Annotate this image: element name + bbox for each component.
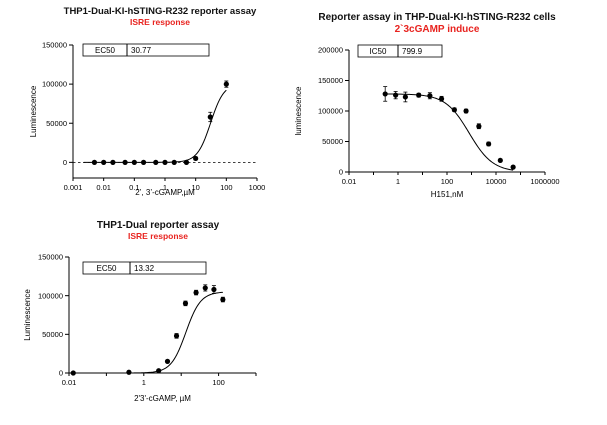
- data-point: [164, 358, 171, 364]
- data-point: [122, 159, 128, 165]
- data-point: [416, 92, 422, 98]
- potency-label: EC50: [95, 46, 116, 55]
- potency-value: 13.32: [134, 264, 155, 273]
- chart-title: THP1-Dual reporter assay: [97, 220, 220, 231]
- data-point: [162, 159, 168, 165]
- potency-box: [82, 261, 207, 275]
- x-tick-label: 0.01: [342, 177, 357, 186]
- data-point: [171, 159, 177, 165]
- y-tick-label: 50000: [46, 119, 67, 128]
- data-point: [382, 91, 388, 97]
- x-tick-label: 10000: [486, 177, 507, 186]
- x-tick-label: 100: [441, 177, 454, 186]
- chart-subtitle: ISRE response: [130, 17, 190, 27]
- x-tick-label: 100: [212, 378, 225, 387]
- x-axis-label: 2'3'-cGAMP, µM: [134, 394, 191, 403]
- y-tick-label: 150000: [42, 41, 67, 50]
- data-point: [140, 159, 147, 165]
- chart-title: THP1-Dual-KI-hSTING-R232 reporter assay: [64, 6, 257, 17]
- x-tick-label: 1: [396, 177, 400, 186]
- data-point: [173, 333, 180, 339]
- x-axis-label: H151,nM: [431, 190, 464, 199]
- data-point: [223, 81, 229, 87]
- data-point: [207, 114, 213, 120]
- x-tick-label: 10: [191, 183, 199, 192]
- data-point: [91, 159, 98, 165]
- data-point: [402, 94, 408, 100]
- data-point: [451, 107, 457, 113]
- data-point: [101, 159, 107, 165]
- y-tick-label: 150000: [38, 253, 63, 262]
- data-point: [182, 300, 189, 306]
- y-axis-label: Luminescence: [23, 289, 32, 341]
- data-point: [110, 159, 116, 165]
- data-point: [156, 368, 162, 374]
- data-point: [510, 164, 516, 170]
- fit-curve: [73, 291, 223, 374]
- y-tick-label: 150000: [318, 76, 343, 85]
- potency-box: [357, 44, 443, 58]
- x-tick-label: 1: [163, 183, 167, 192]
- y-tick-label: 100000: [318, 107, 343, 116]
- x-tick-label: 0.01: [96, 183, 111, 192]
- chart-1: THP1-Dual-KI-hSTING-R232 reporter assayI…: [29, 6, 265, 197]
- data-point: [220, 296, 226, 303]
- data-point: [153, 159, 159, 165]
- data-point: [202, 285, 208, 291]
- data-point: [427, 93, 433, 99]
- potency-value: 30.77: [131, 46, 152, 55]
- data-point: [463, 108, 469, 114]
- x-tick-label: 0.01: [62, 378, 77, 387]
- data-point: [497, 157, 503, 164]
- x-tick-label: 100: [220, 183, 233, 192]
- potency-label: EC50: [96, 264, 117, 273]
- fit-curve: [83, 89, 227, 163]
- data-point: [393, 92, 399, 98]
- y-axis-label: luminescence: [294, 86, 303, 135]
- potency-label: IC50: [370, 47, 387, 56]
- potency-value: 799.9: [402, 47, 423, 56]
- x-tick-label: 1000000: [530, 177, 559, 186]
- y-axis-label: Luminescence: [29, 85, 38, 137]
- chart-subtitle: ISRE response: [128, 231, 188, 241]
- data-point: [126, 369, 132, 375]
- x-tick-label: 0.001: [64, 183, 83, 192]
- y-tick-label: 200000: [318, 46, 343, 55]
- x-tick-label: 1: [142, 378, 146, 387]
- chart-2: Reporter assay in THP-Dual-KI-hSTING-R23…: [294, 12, 560, 199]
- data-point: [193, 289, 199, 296]
- data-point: [193, 155, 199, 162]
- data-point: [438, 96, 445, 102]
- x-axis-label: 2’, 3’-cGAMP,µM: [135, 188, 195, 197]
- chart-subtitle: 2`3cGAMP induce: [395, 24, 480, 35]
- y-tick-label: 0: [63, 158, 67, 167]
- x-tick-label: 0.1: [129, 183, 139, 192]
- data-point: [486, 141, 492, 147]
- y-tick-label: 50000: [42, 330, 63, 339]
- data-point: [70, 370, 76, 376]
- data-point: [131, 159, 137, 165]
- y-tick-label: 50000: [322, 137, 343, 146]
- data-point: [476, 123, 482, 129]
- chart-title: Reporter assay in THP-Dual-KI-hSTING-R23…: [318, 12, 556, 23]
- y-tick-label: 100000: [42, 80, 67, 89]
- fit-curve: [385, 93, 514, 171]
- data-point: [211, 286, 217, 293]
- y-tick-label: 100000: [38, 291, 63, 300]
- y-tick-label: 0: [339, 168, 343, 177]
- data-point: [183, 159, 190, 165]
- y-tick-label: 0: [59, 369, 63, 378]
- x-tick-label: 1000: [249, 183, 266, 192]
- potency-box: [82, 43, 210, 57]
